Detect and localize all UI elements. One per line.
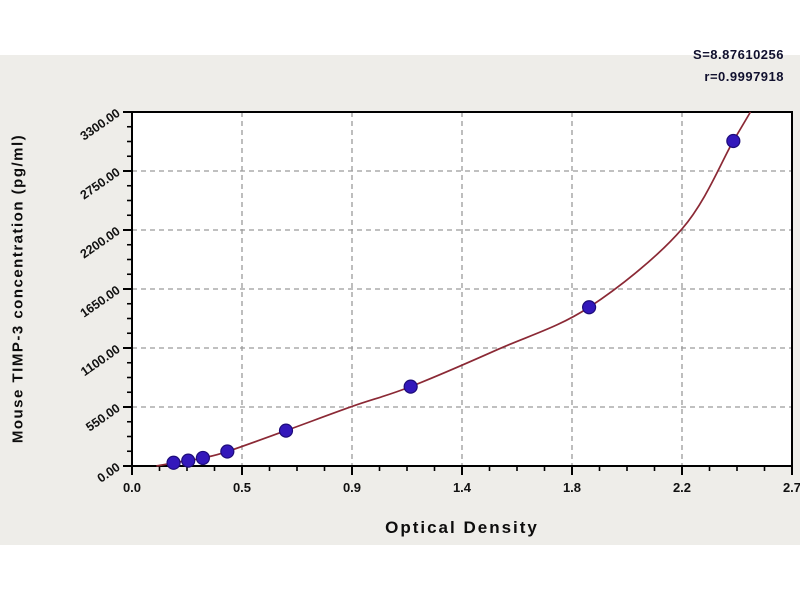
data-point	[195, 450, 210, 466]
data-point	[403, 379, 418, 394]
y-tick-label: 0.00	[95, 460, 123, 485]
data-point	[181, 453, 196, 468]
fit-statistics: S=8.87610256 r=0.9997918	[693, 44, 784, 88]
x-tick-label: 2.2	[673, 480, 691, 495]
data-point	[220, 444, 235, 459]
x-tick-label: 0.0	[123, 480, 141, 495]
stat-s-value: S=8.87610256	[693, 47, 784, 62]
x-axis-title: Optical Density	[385, 518, 539, 537]
data-point	[278, 423, 294, 438]
y-tick-label: 2750.00	[78, 165, 123, 202]
y-tick-label: 1650.00	[78, 283, 123, 320]
x-tick-label: 1.4	[453, 480, 472, 495]
y-axis-title: Mouse TIMP-3 concentration (pg/ml)	[9, 133, 27, 444]
y-tick-label: 550.00	[83, 401, 122, 434]
x-tick-label: 1.8	[563, 480, 581, 495]
y-tick-label: 2200.00	[78, 224, 123, 261]
x-tick-label: 2.7	[783, 480, 800, 495]
stat-r-value: r=0.9997918	[704, 69, 784, 85]
data-point	[166, 455, 181, 470]
y-tick-label: 1100.00	[78, 342, 123, 379]
x-tick-label: 0.9	[343, 480, 361, 495]
y-tick-label: 3300.00	[78, 106, 123, 143]
x-tick-label: 0.5	[233, 480, 251, 495]
data-point	[726, 133, 741, 149]
data-point	[582, 300, 597, 315]
